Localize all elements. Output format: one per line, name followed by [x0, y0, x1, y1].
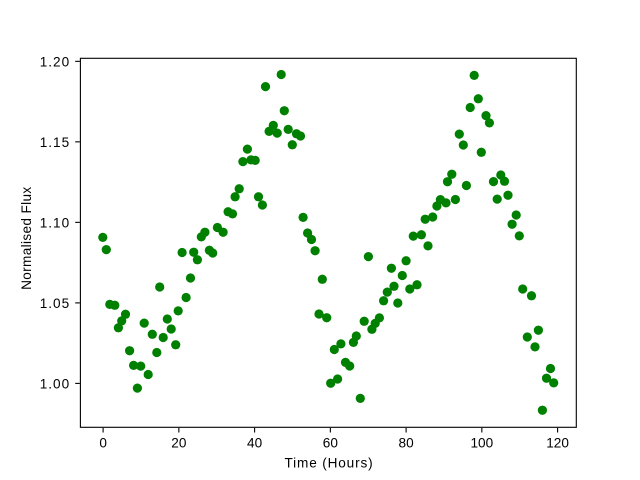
- svg-text:40: 40: [247, 436, 263, 451]
- svg-text:1.05: 1.05: [40, 296, 70, 311]
- svg-text:1.15: 1.15: [40, 135, 70, 150]
- svg-text:20: 20: [171, 436, 187, 451]
- svg-text:60: 60: [323, 436, 339, 451]
- svg-text:120: 120: [546, 436, 569, 451]
- svg-text:100: 100: [471, 436, 494, 451]
- svg-text:80: 80: [399, 436, 415, 451]
- svg-text:1.20: 1.20: [40, 55, 70, 70]
- svg-text:0: 0: [99, 436, 107, 451]
- svg-text:Time (Hours): Time (Hours): [285, 455, 374, 470]
- svg-text:1.00: 1.00: [40, 377, 70, 392]
- svg-text:1.10: 1.10: [40, 216, 70, 231]
- svg-text:Normalised Flux: Normalised Flux: [19, 186, 34, 289]
